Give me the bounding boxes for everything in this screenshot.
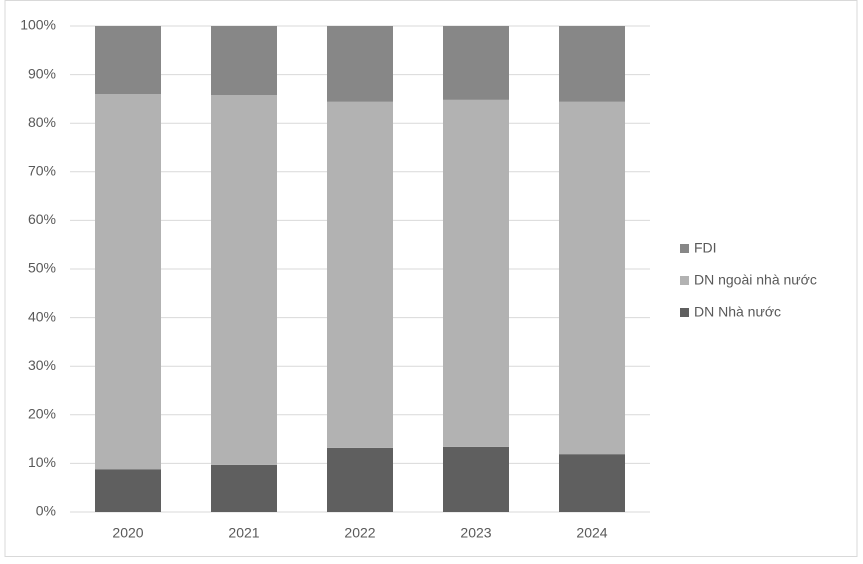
y-tick-label: 50% (28, 260, 56, 276)
y-tick-label: 0% (36, 503, 56, 519)
legend-swatch (680, 308, 689, 317)
x-tick-label: 2022 (344, 525, 375, 541)
bar-segment (559, 101, 625, 455)
x-tick-label: 2020 (112, 525, 143, 541)
legend-swatch (680, 244, 689, 253)
y-tick-label: 10% (28, 454, 56, 470)
y-tick-label: 90% (28, 65, 56, 81)
y-tick-label: 60% (28, 211, 56, 227)
bar-segment (95, 26, 161, 95)
x-tick-label: 2024 (576, 525, 607, 541)
bar-segment (443, 446, 509, 512)
legend-label: DN Nhà nước (694, 304, 781, 320)
bar-segment (211, 464, 277, 512)
y-tick-label: 30% (28, 357, 56, 373)
legend-label: FDI (694, 240, 717, 256)
bar-segment (211, 95, 277, 465)
bar-segment (327, 101, 393, 448)
bar-segment (559, 26, 625, 102)
bar-segment (211, 26, 277, 96)
bar-segment (559, 454, 625, 512)
bar-segment (327, 447, 393, 512)
bar-segment (95, 94, 161, 470)
y-tick-label: 70% (28, 163, 56, 179)
x-tick-label: 2023 (460, 525, 491, 541)
legend-label: DN ngoài nhà nước (694, 272, 817, 288)
y-tick-label: 20% (28, 406, 56, 422)
x-tick-label: 2021 (228, 525, 259, 541)
bar-segment (443, 99, 509, 447)
y-tick-label: 100% (20, 17, 56, 33)
bar-segment (95, 469, 161, 512)
bar-segment (327, 26, 393, 102)
legend-swatch (680, 276, 689, 285)
y-tick-label: 40% (28, 308, 56, 324)
y-tick-label: 80% (28, 114, 56, 130)
bar-segment (443, 26, 509, 100)
